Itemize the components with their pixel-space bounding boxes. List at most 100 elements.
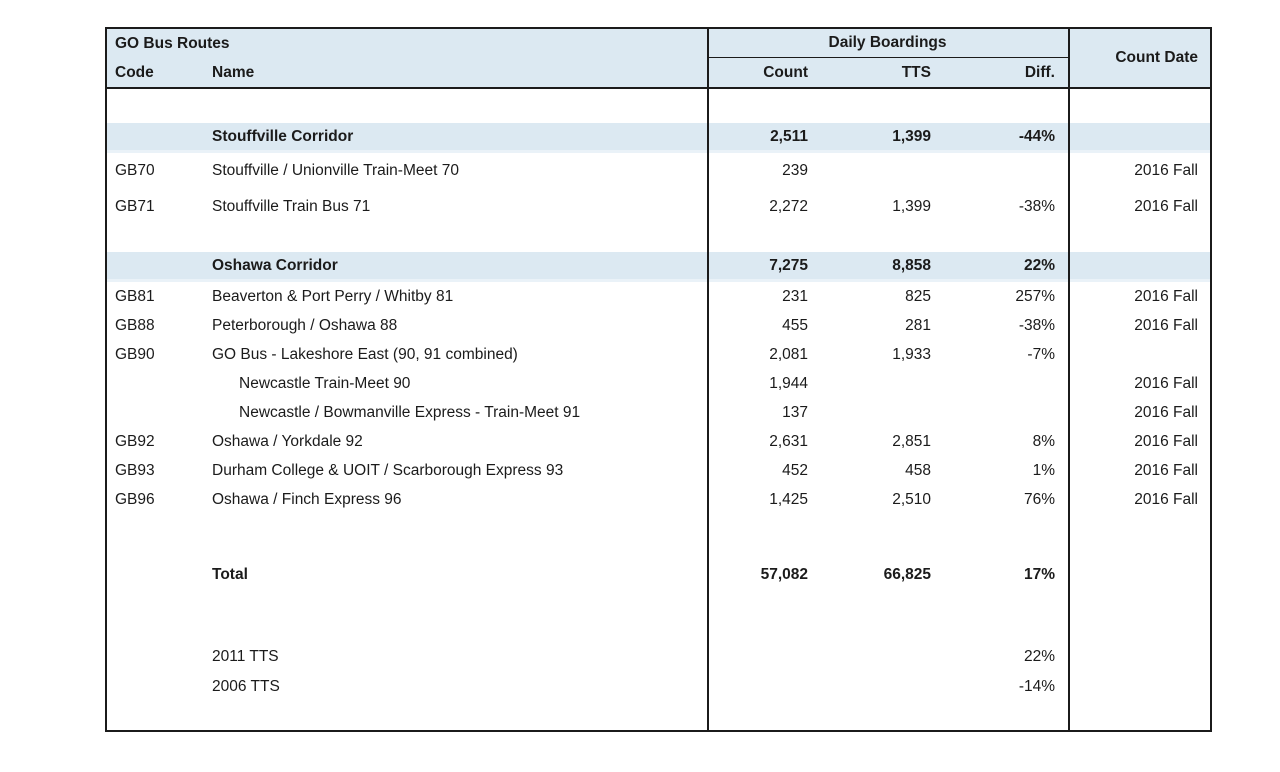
cell-count: 1,425	[769, 490, 808, 508]
column-header-diff: Diff.	[1024, 63, 1055, 81]
cell-diff: -38%	[1018, 198, 1055, 215]
cell-tts: 2,510	[892, 490, 931, 508]
divider-boardings-countdate	[1068, 29, 1070, 730]
column-header-name: Name	[212, 63, 255, 81]
cell-name: Oshawa Corridor	[212, 256, 338, 274]
spacer-row	[107, 590, 1210, 642]
cell-count-date: 2016 Fall	[1134, 316, 1198, 334]
cell-count: 7,275	[769, 256, 808, 274]
cell-diff: 22%	[1023, 256, 1055, 274]
cell-name: Peterborough / Oshawa 88	[212, 316, 398, 334]
route-row: GB90 GO Bus - Lakeshore East (90, 91 com…	[107, 340, 1210, 369]
note-row: 2011 TTS 22%	[107, 642, 1210, 672]
cell-tts: 66,825	[883, 566, 931, 583]
spacer-row	[107, 514, 1210, 560]
cell-name: Stouffville Corridor	[212, 127, 354, 145]
header-count-date-section: Count Date	[1068, 29, 1210, 87]
spacer-row	[107, 225, 1210, 252]
cell-diff: -38%	[1018, 316, 1055, 334]
cell-name: Newcastle / Bowmanville Express - Train-…	[239, 403, 581, 421]
cell-diff: 257%	[1015, 287, 1055, 305]
cell-diff: 8%	[1032, 432, 1055, 450]
cell-diff: 76%	[1023, 490, 1055, 508]
cell-name: Stouffville Train Bus 71	[212, 198, 371, 215]
cell-name: Stouffville / Unionville Train-Meet 70	[212, 162, 459, 179]
spacer-row	[107, 89, 1210, 123]
route-row: GB88 Peterborough / Oshawa 88 455 281 -3…	[107, 311, 1210, 340]
header-left-section: GO Bus Routes Code Name	[107, 29, 707, 87]
cell-count: 2,081	[769, 345, 808, 363]
cell-count: 239	[782, 162, 808, 179]
cell-name: Beaverton & Port Perry / Whitby 81	[212, 287, 454, 305]
cell-count: 2,272	[769, 198, 808, 215]
cell-code: GB71	[115, 198, 155, 215]
cell-count-date: 2016 Fall	[1134, 287, 1198, 305]
cell-code: GB93	[115, 461, 155, 479]
column-header-code: Code	[115, 63, 154, 81]
cell-count: 2,631	[769, 432, 808, 450]
cell-code: GB88	[115, 316, 155, 334]
go-bus-routes-table: GO Bus Routes Code Name Daily Boardings …	[105, 27, 1212, 732]
cell-count: 455	[782, 316, 808, 334]
divider-name-boardings	[707, 29, 709, 730]
cell-name: GO Bus - Lakeshore East (90, 91 combined…	[212, 345, 518, 363]
cell-diff: -7%	[1027, 345, 1055, 363]
cell-count: 57,082	[760, 566, 808, 583]
cell-diff: -44%	[1018, 127, 1055, 145]
header-daily-boardings-section: Daily Boardings Count TTS Diff.	[707, 29, 1068, 87]
cell-diff: -14%	[1018, 678, 1055, 695]
route-row: GB71 Stouffville Train Bus 71 2,272 1,39…	[107, 189, 1210, 225]
group-title-go-bus-routes: GO Bus Routes	[115, 34, 230, 52]
route-row: GB81 Beaverton & Port Perry / Whitby 81 …	[107, 282, 1210, 311]
cell-code: GB70	[115, 162, 155, 179]
route-row: GB92 Oshawa / Yorkdale 92 2,631 2,851 8%…	[107, 427, 1210, 456]
cell-diff: 1%	[1032, 461, 1055, 479]
cell-code: GB81	[115, 287, 155, 305]
table-body: Stouffville Corridor 2,511 1,399 -44% GB…	[107, 89, 1210, 730]
total-row: Total 57,082 66,825 17%	[107, 560, 1210, 590]
cell-count-date: 2016 Fall	[1134, 403, 1198, 421]
section-row: Oshawa Corridor 7,275 8,858 22%	[107, 252, 1210, 282]
cell-count-date: 2016 Fall	[1134, 461, 1198, 479]
spacer-row	[107, 702, 1210, 730]
cell-name: 2006 TTS	[212, 678, 280, 695]
route-row: GB96 Oshawa / Finch Express 96 1,425 2,5…	[107, 485, 1210, 514]
cell-count: 231	[782, 287, 808, 305]
cell-count-date: 2016 Fall	[1134, 162, 1198, 179]
cell-name: Durham College & UOIT / Scarborough Expr…	[212, 461, 564, 479]
subroute-row: Newcastle Train-Meet 90 1,944 2016 Fall	[107, 369, 1210, 398]
section-row: Stouffville Corridor 2,511 1,399 -44%	[107, 123, 1210, 153]
column-header-count: Count	[763, 63, 808, 81]
table-header: GO Bus Routes Code Name Daily Boardings …	[107, 29, 1210, 89]
subroute-row: Newcastle / Bowmanville Express - Train-…	[107, 398, 1210, 427]
cell-tts: 1,933	[892, 345, 931, 363]
cell-tts: 2,851	[892, 432, 931, 450]
cell-tts: 281	[905, 316, 931, 334]
cell-name: Oshawa / Finch Express 96	[212, 490, 402, 508]
cell-name: Total	[212, 566, 248, 583]
route-row: GB70 Stouffville / Unionville Train-Meet…	[107, 153, 1210, 189]
cell-tts: 1,399	[892, 198, 931, 215]
route-row: GB93 Durham College & UOIT / Scarborough…	[107, 456, 1210, 485]
cell-count: 452	[782, 461, 808, 479]
cell-count: 137	[782, 403, 808, 421]
cell-diff: 17%	[1023, 566, 1055, 583]
cell-name: Oshawa / Yorkdale 92	[212, 432, 363, 450]
cell-count-date: 2016 Fall	[1134, 198, 1198, 215]
cell-tts: 1,399	[892, 127, 931, 145]
cell-tts: 825	[905, 287, 931, 305]
cell-diff: 22%	[1023, 648, 1055, 665]
note-row: 2006 TTS -14%	[107, 672, 1210, 702]
group-title-daily-boardings: Daily Boardings	[828, 34, 947, 51]
column-header-count-date: Count Date	[1115, 49, 1198, 66]
cell-count: 1,944	[769, 374, 808, 392]
cell-code: GB92	[115, 432, 155, 450]
cell-count-date: 2016 Fall	[1134, 490, 1198, 508]
cell-name: 2011 TTS	[212, 648, 279, 665]
cell-count-date: 2016 Fall	[1134, 432, 1198, 450]
column-header-tts: TTS	[901, 63, 931, 81]
cell-tts: 8,858	[892, 256, 931, 274]
cell-code: GB96	[115, 490, 155, 508]
cell-name: Newcastle Train-Meet 90	[239, 374, 411, 392]
